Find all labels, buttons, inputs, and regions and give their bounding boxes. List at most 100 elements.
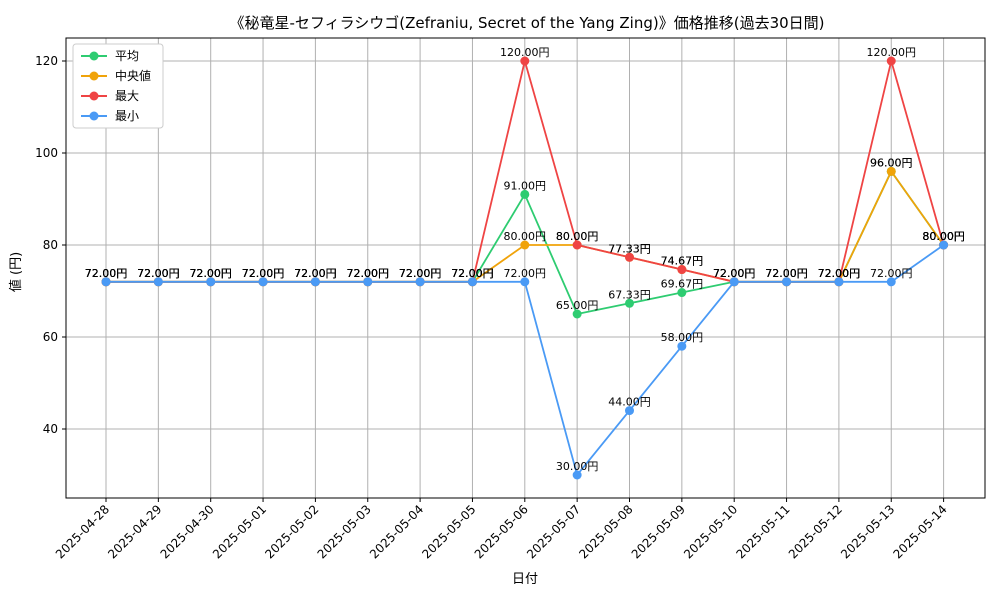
data-label: 58.00円 <box>661 331 704 344</box>
x-tick-label: 2025-05-07 <box>524 502 583 561</box>
data-label: 96.00円 <box>870 156 913 169</box>
data-point <box>886 56 896 66</box>
axes: 40 60 80 100 120 2025-04-282025-04-292025-04-… <box>35 37 986 561</box>
data-label: 72.00円 <box>399 267 442 280</box>
y-tick-label: 80 <box>43 238 58 252</box>
data-label: 44.00円 <box>608 396 651 409</box>
data-label: 72.00円 <box>85 267 128 280</box>
plot-frame <box>65 37 986 499</box>
data-point <box>572 470 582 480</box>
data-label: 72.00円 <box>504 267 547 280</box>
data-label: 72.00円 <box>294 267 337 280</box>
legend-swatch-marker <box>89 51 99 61</box>
data-point <box>625 298 634 308</box>
data-point <box>782 277 792 287</box>
x-tick-label: 2025-05-14 <box>891 502 950 561</box>
data-label: 80.00円 <box>504 230 547 243</box>
y-axis-title: 値 (円) <box>8 252 24 292</box>
data-label: 72.00円 <box>137 267 180 280</box>
data-label: 80.00円 <box>556 230 599 243</box>
data-label: 72.00円 <box>85 267 128 280</box>
data-point <box>206 277 216 287</box>
data-point <box>625 252 634 262</box>
data-label: 72.00円 <box>294 267 337 280</box>
data-label: 72.00円 <box>765 267 808 280</box>
data-label: 72.00円 <box>294 267 337 280</box>
legend-box <box>72 43 164 129</box>
x-tick-label: 2025-05-09 <box>629 502 688 561</box>
data-label: 72.00円 <box>870 267 913 280</box>
data-point <box>467 277 477 287</box>
data-label: 72.00円 <box>242 267 285 280</box>
x-tick-label: 2025-05-01 <box>210 502 269 561</box>
data-label: 72.00円 <box>451 267 494 280</box>
data-label: 72.00円 <box>242 267 285 280</box>
legend-label: 最小 <box>115 109 139 123</box>
data-label: 80.00円 <box>556 230 599 243</box>
data-label: 74.67円 <box>661 255 704 268</box>
legend-label: 平均 <box>115 49 139 63</box>
data-label: 72.00円 <box>399 267 442 280</box>
data-point <box>520 189 530 199</box>
data-label: 72.00円 <box>818 267 861 280</box>
data-point <box>886 166 896 176</box>
data-point <box>886 277 896 287</box>
legend-label: 最大 <box>115 89 139 103</box>
data-label: 72.00円 <box>713 267 756 280</box>
x-tick-label: 2025-05-11 <box>733 502 792 561</box>
data-label: 72.00円 <box>713 267 756 280</box>
data-point <box>729 277 739 287</box>
data-point <box>520 56 530 66</box>
data-label: 96.00円 <box>870 156 913 169</box>
data-label: 72.00円 <box>189 267 232 280</box>
data-point <box>677 265 687 275</box>
data-label: 72.00円 <box>818 267 861 280</box>
data-label: 80.00円 <box>922 230 965 243</box>
data-label: 72.00円 <box>242 267 285 280</box>
data-point <box>415 277 425 287</box>
data-label: 72.00円 <box>765 267 808 280</box>
data-point <box>363 277 373 287</box>
data-label: 77.33円 <box>608 242 651 255</box>
data-label: 69.67円 <box>661 278 704 291</box>
data-label: 72.00円 <box>137 267 180 280</box>
data-point <box>572 309 582 319</box>
data-label: 72.00円 <box>399 267 442 280</box>
x-axis-title: 日付 <box>512 572 538 587</box>
chart-title: 《秘竜星-セフィラシウゴ(Zefraniu, Secret of the Yan… <box>229 14 824 32</box>
legend-label: 中央値 <box>115 68 151 83</box>
x-tick-label: 2025-04-30 <box>158 502 217 561</box>
data-label: 80.00円 <box>922 230 965 243</box>
y-tick-label: 120 <box>35 54 58 68</box>
data-label: 72.00円 <box>818 267 861 280</box>
data-label: 72.00円 <box>242 267 285 280</box>
data-label: 77.33円 <box>608 242 651 255</box>
data-label: 72.00円 <box>451 267 494 280</box>
data-label: 80.00円 <box>922 230 965 243</box>
data-label: 72.00円 <box>85 267 128 280</box>
data-point <box>625 406 634 416</box>
data-point <box>520 277 530 287</box>
data-label: 67.33円 <box>608 288 651 301</box>
data-label: 65.00円 <box>556 299 599 312</box>
data-label: 72.00円 <box>189 267 232 280</box>
y-tick-label: 40 <box>43 422 58 436</box>
x-tick-label: 2025-05-05 <box>419 502 478 561</box>
data-label: 72.00円 <box>451 267 494 280</box>
data-label: 72.00円 <box>713 267 756 280</box>
data-label: 74.67円 <box>661 255 704 268</box>
data-label: 72.00円 <box>189 267 232 280</box>
data-label: 72.00円 <box>294 267 337 280</box>
data-point <box>310 277 320 287</box>
data-point <box>520 240 530 250</box>
data-label: 72.00円 <box>137 267 180 280</box>
data-label: 72.00円 <box>347 267 390 280</box>
data-point <box>939 240 949 250</box>
data-label: 72.00円 <box>399 267 442 280</box>
data-label: 72.00円 <box>347 267 390 280</box>
data-label: 72.00円 <box>347 267 390 280</box>
x-tick-label: 2025-05-02 <box>262 502 321 561</box>
